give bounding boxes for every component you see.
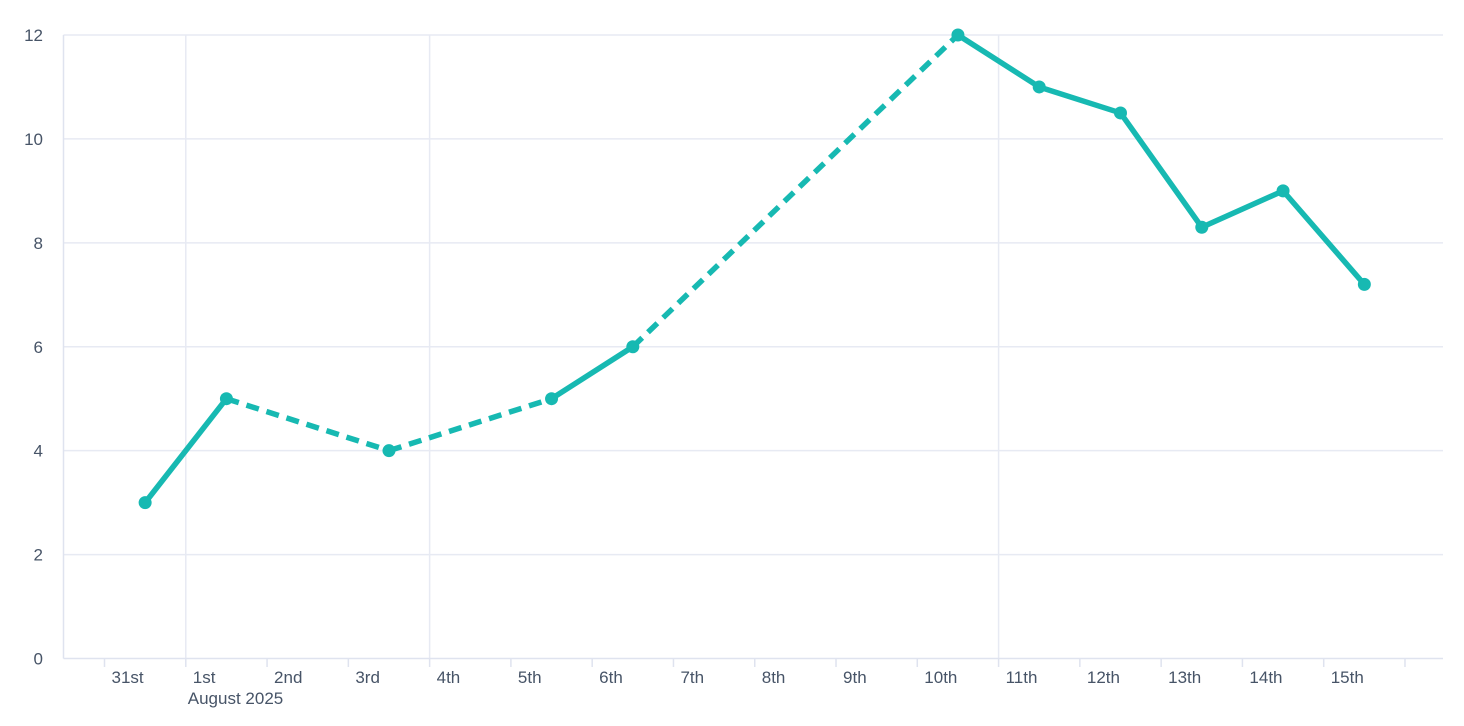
series-segment-solid xyxy=(548,344,636,402)
series-segment-dashed xyxy=(630,33,960,349)
data-point-marker[interactable] xyxy=(138,496,152,510)
x-tick-label: 9th xyxy=(843,668,867,687)
y-tick-label: 4 xyxy=(34,442,43,461)
x-tick-label: 12th xyxy=(1087,668,1120,687)
axis-lines xyxy=(62,35,1443,660)
x-tick-label: 13th xyxy=(1168,668,1201,687)
series-line xyxy=(142,32,1368,506)
x-tick-label: 7th xyxy=(680,668,704,687)
x-tick-label: 10th xyxy=(924,668,957,687)
y-tick-label: 0 xyxy=(34,650,43,669)
x-tick-label: 1st xyxy=(193,668,216,687)
series-segment-solid xyxy=(142,395,230,506)
data-point-marker[interactable] xyxy=(382,444,396,458)
data-point-markers xyxy=(138,28,1371,510)
data-point-marker[interactable] xyxy=(1276,184,1290,198)
x-tick-label: 31st xyxy=(112,668,144,687)
x-tick-label: 5th xyxy=(518,668,542,687)
x-tick-label: 14th xyxy=(1249,668,1282,687)
axis-labels: 0 2 4 6 8 10 12 31st 1st 2nd 3rd 4th 5th 6th 7th 8th 9th… xyxy=(24,26,1364,708)
data-point-marker[interactable] xyxy=(1114,106,1127,120)
series-segment-dashed xyxy=(388,396,553,454)
y-tick-label: 10 xyxy=(24,130,43,149)
series-segment-dashed xyxy=(225,396,390,454)
x-tick-label: 15th xyxy=(1331,668,1364,687)
series-segment-solid xyxy=(1036,84,1124,116)
x-tick-label: 6th xyxy=(599,668,623,687)
data-point-marker[interactable] xyxy=(545,392,559,406)
month-label: August 2025 xyxy=(188,689,283,708)
data-point-marker[interactable] xyxy=(951,28,965,42)
axis-tick-marks xyxy=(103,658,1406,667)
x-tick-label: 8th xyxy=(762,668,786,687)
y-tick-label: 2 xyxy=(34,546,43,565)
data-point-marker[interactable] xyxy=(1357,277,1371,291)
x-tick-label: 3rd xyxy=(355,668,380,687)
series-segment-solid xyxy=(955,32,1042,90)
series-segment-solid xyxy=(1280,188,1368,288)
x-tick-label: 2nd xyxy=(274,668,302,687)
y-tick-label: 6 xyxy=(34,338,43,357)
y-tick-label: 8 xyxy=(34,234,43,253)
x-tick-label: 11th xyxy=(1006,668,1038,687)
x-tick-label: 4th xyxy=(437,668,461,687)
series-segment-solid xyxy=(1199,188,1286,230)
data-point-marker[interactable] xyxy=(1195,220,1209,234)
gridlines xyxy=(63,34,1443,659)
data-point-marker[interactable] xyxy=(626,340,640,354)
y-tick-label: 12 xyxy=(24,26,43,45)
data-point-marker[interactable] xyxy=(1032,80,1046,94)
data-point-marker[interactable] xyxy=(219,392,233,406)
series-segment-solid xyxy=(1117,110,1205,230)
